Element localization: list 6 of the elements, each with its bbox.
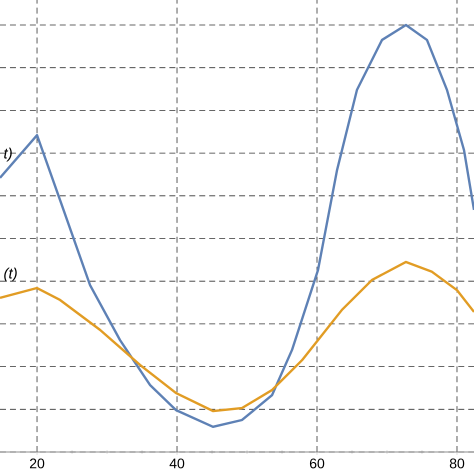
x-tick-label: 80 — [450, 458, 464, 468]
x-tick-label: 40 — [170, 458, 184, 468]
series-label: (t) — [4, 268, 17, 282]
x-tick-label: 60 — [310, 458, 324, 468]
series-label: t) — [4, 148, 12, 162]
x-tick-label: 20 — [30, 458, 44, 468]
